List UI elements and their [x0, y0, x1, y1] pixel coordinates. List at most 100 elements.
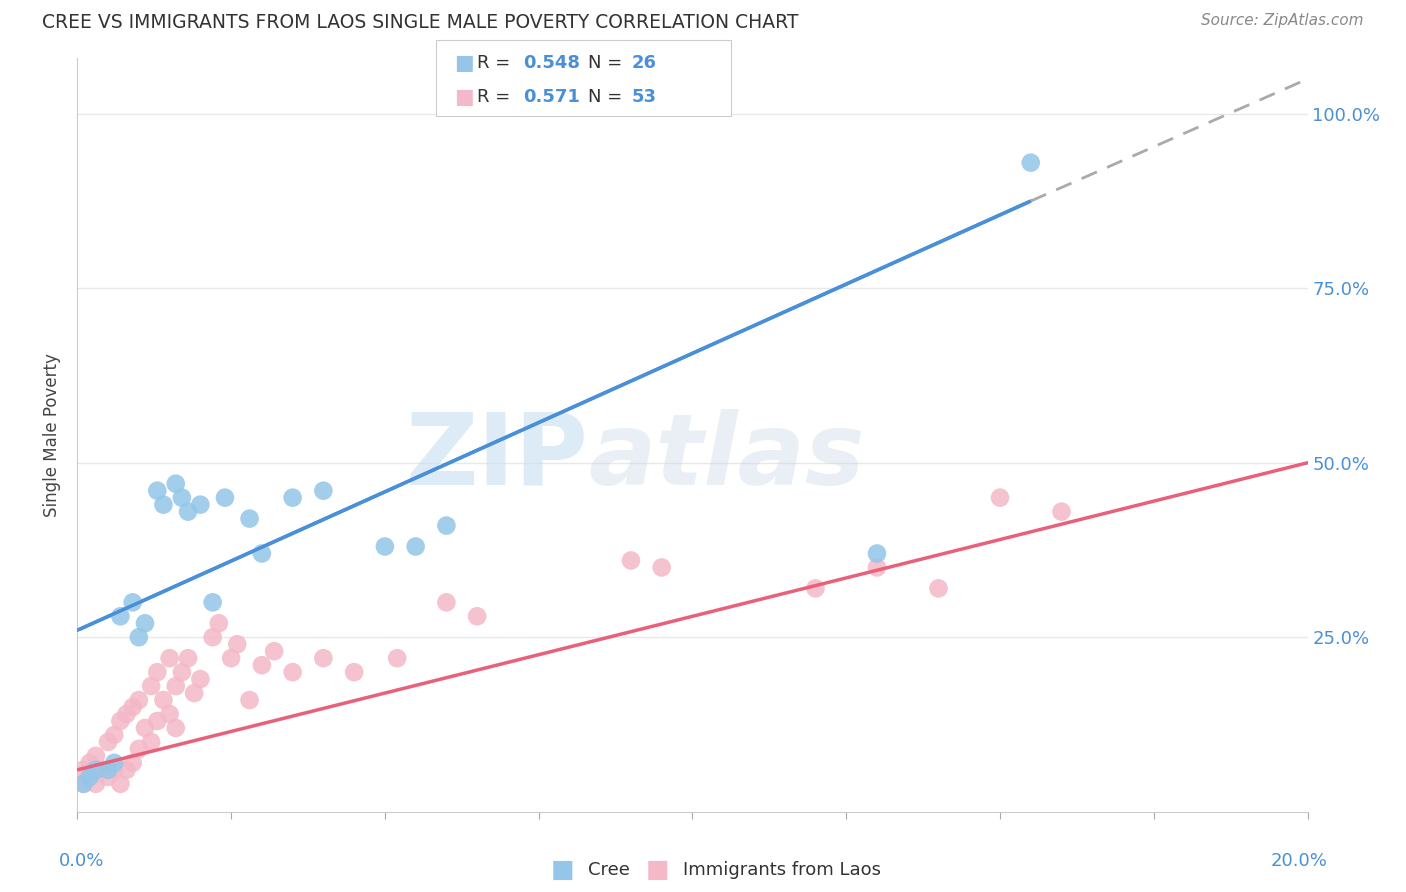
- Text: CREE VS IMMIGRANTS FROM LAOS SINGLE MALE POVERTY CORRELATION CHART: CREE VS IMMIGRANTS FROM LAOS SINGLE MALE…: [42, 13, 799, 32]
- Text: 20.0%: 20.0%: [1271, 852, 1327, 870]
- Text: R =: R =: [477, 54, 516, 72]
- Point: [165, 721, 187, 735]
- Point: [121, 700, 143, 714]
- Point: [170, 665, 193, 680]
- Point: [343, 665, 366, 680]
- Text: Cree: Cree: [588, 861, 630, 879]
- Point: [159, 651, 181, 665]
- Point: [128, 630, 150, 644]
- Point: [103, 728, 125, 742]
- Point: [312, 483, 335, 498]
- Text: 53: 53: [631, 87, 657, 106]
- Point: [436, 595, 458, 609]
- Point: [374, 540, 396, 554]
- Point: [110, 777, 132, 791]
- Point: [177, 505, 200, 519]
- Point: [239, 693, 262, 707]
- Point: [152, 498, 174, 512]
- Point: [141, 679, 163, 693]
- Point: [115, 706, 138, 721]
- Point: [250, 658, 273, 673]
- Point: [165, 476, 187, 491]
- Point: [188, 498, 212, 512]
- Point: [134, 721, 156, 735]
- Point: [620, 553, 643, 567]
- Text: N =: N =: [588, 54, 627, 72]
- Point: [72, 777, 94, 791]
- Text: 0.548: 0.548: [523, 54, 581, 72]
- Point: [110, 714, 132, 728]
- Point: [405, 540, 427, 554]
- Point: [177, 651, 200, 665]
- Point: [866, 560, 889, 574]
- Point: [141, 735, 163, 749]
- Point: [281, 665, 304, 680]
- Point: [385, 651, 409, 665]
- Point: [110, 609, 132, 624]
- Point: [214, 491, 236, 505]
- Point: [72, 777, 94, 791]
- Point: [250, 547, 273, 561]
- Point: [97, 770, 120, 784]
- Point: [90, 763, 114, 777]
- Point: [208, 616, 231, 631]
- Point: [1050, 505, 1073, 519]
- Point: [79, 756, 101, 770]
- Text: ■: ■: [454, 87, 474, 107]
- Point: [201, 595, 224, 609]
- Point: [928, 582, 950, 596]
- Point: [121, 595, 143, 609]
- Text: 26: 26: [631, 54, 657, 72]
- Point: [79, 770, 101, 784]
- Point: [1019, 155, 1042, 169]
- Text: 0.0%: 0.0%: [59, 852, 104, 870]
- Point: [128, 693, 150, 707]
- Point: [239, 511, 262, 525]
- Text: R =: R =: [477, 87, 516, 106]
- Point: [988, 491, 1011, 505]
- Text: Immigrants from Laos: Immigrants from Laos: [683, 861, 882, 879]
- Point: [312, 651, 335, 665]
- Point: [146, 665, 169, 680]
- Point: [84, 777, 107, 791]
- Text: ■: ■: [551, 858, 574, 881]
- Point: [226, 637, 249, 651]
- Point: [219, 651, 242, 665]
- Point: [103, 756, 125, 770]
- Y-axis label: Single Male Poverty: Single Male Poverty: [44, 353, 62, 516]
- Point: [263, 644, 285, 658]
- Point: [281, 491, 304, 505]
- Text: ■: ■: [647, 858, 669, 881]
- Point: [651, 560, 673, 574]
- Point: [146, 714, 169, 728]
- Point: [79, 770, 101, 784]
- Point: [128, 742, 150, 756]
- Point: [97, 735, 120, 749]
- Point: [201, 630, 224, 644]
- Point: [134, 616, 156, 631]
- Point: [115, 763, 138, 777]
- Point: [97, 763, 120, 777]
- Point: [121, 756, 143, 770]
- Point: [465, 609, 488, 624]
- Text: Source: ZipAtlas.com: Source: ZipAtlas.com: [1201, 13, 1364, 29]
- Text: atlas: atlas: [588, 409, 865, 506]
- Point: [436, 518, 458, 533]
- Point: [152, 693, 174, 707]
- Point: [183, 686, 205, 700]
- Text: N =: N =: [588, 87, 627, 106]
- Text: ■: ■: [454, 54, 474, 73]
- Point: [103, 763, 125, 777]
- Point: [866, 547, 889, 561]
- Point: [159, 706, 181, 721]
- Text: 0.571: 0.571: [523, 87, 579, 106]
- Point: [188, 672, 212, 686]
- Point: [146, 483, 169, 498]
- Point: [84, 763, 107, 777]
- Point: [804, 582, 827, 596]
- Text: ZIP: ZIP: [405, 409, 588, 506]
- Point: [72, 763, 94, 777]
- Point: [170, 491, 193, 505]
- Point: [84, 748, 107, 763]
- Point: [165, 679, 187, 693]
